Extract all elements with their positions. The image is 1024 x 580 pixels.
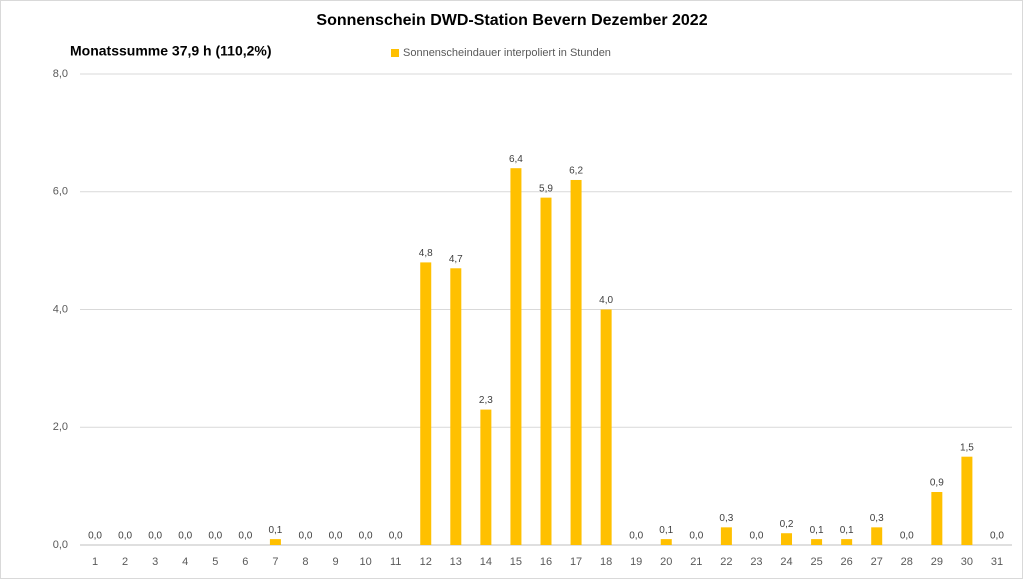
bar: [570, 179, 582, 545]
y-tick-label: 0,0: [53, 539, 68, 551]
x-tick-label: 20: [660, 556, 672, 568]
bar: [931, 492, 943, 545]
x-tick-label: 16: [540, 556, 552, 568]
data-label: 0,0: [118, 531, 132, 542]
bar: [781, 533, 793, 545]
x-tick-label: 25: [810, 556, 822, 568]
y-tick-label: 2,0: [53, 421, 68, 433]
annotation: Monatssumme 37,9 h (110,2%): [70, 43, 272, 59]
x-tick-label: 23: [750, 556, 762, 568]
y-tick-label: 8,0: [53, 68, 68, 80]
x-tick-label: 22: [720, 556, 732, 568]
data-label: 0,3: [719, 513, 733, 524]
data-label: 0,0: [178, 531, 192, 542]
bar: [480, 409, 492, 545]
data-label: 0,0: [359, 531, 373, 542]
x-tick-label: 18: [600, 556, 612, 568]
data-label: 0,0: [208, 531, 222, 542]
x-tick-label: 8: [302, 556, 308, 568]
bar: [871, 527, 883, 545]
x-tick-label: 6: [242, 556, 248, 568]
data-label: 0,0: [749, 531, 763, 542]
x-tick-label: 24: [780, 556, 792, 568]
x-tick-label: 30: [961, 556, 973, 568]
data-label: 4,0: [599, 295, 613, 306]
data-label: 6,4: [509, 154, 523, 165]
bar: [450, 268, 462, 545]
bar: [540, 197, 552, 545]
bar: [660, 539, 672, 545]
data-label: 0,9: [930, 478, 944, 489]
data-label: 1,5: [960, 442, 974, 453]
x-tick-label: 12: [420, 556, 432, 568]
data-label: 0,0: [389, 531, 403, 542]
bar: [420, 262, 432, 545]
data-label: 0,0: [990, 531, 1004, 542]
x-tick-label: 7: [272, 556, 278, 568]
data-label: 0,1: [840, 525, 854, 536]
data-label: 0,0: [329, 531, 343, 542]
bar: [961, 456, 973, 545]
bar: [510, 168, 522, 545]
data-label: 0,1: [659, 525, 673, 536]
x-tick-label: 26: [841, 556, 853, 568]
data-label: 5,9: [539, 183, 553, 194]
x-tick-label: 14: [480, 556, 492, 568]
data-label: 2,3: [479, 395, 493, 406]
data-label: 0,0: [299, 531, 313, 542]
bar: [600, 309, 612, 545]
x-tick-label: 3: [152, 556, 158, 568]
x-tick-label: 21: [690, 556, 702, 568]
data-label: 0,0: [900, 531, 914, 542]
x-tick-label: 17: [570, 556, 582, 568]
x-tick-label: 2: [122, 556, 128, 568]
data-label: 0,1: [268, 525, 282, 536]
x-tick-label: 10: [359, 556, 371, 568]
x-tick-label: 11: [390, 556, 401, 568]
data-label: 0,0: [238, 531, 252, 542]
x-tick-label: 15: [510, 556, 522, 568]
legend-swatch: [391, 49, 399, 57]
chart-title: Sonnenschein DWD-Station Bevern Dezember…: [316, 12, 707, 29]
y-tick-label: 4,0: [53, 303, 68, 315]
x-tick-label: 5: [212, 556, 218, 568]
x-tick-label: 27: [871, 556, 883, 568]
data-label: 0,3: [870, 513, 884, 524]
bar: [841, 539, 853, 545]
legend-label: Sonnenscheindauer interpoliert in Stunde…: [403, 47, 611, 59]
bar: [811, 539, 823, 545]
bar: [720, 527, 732, 545]
data-label: 4,7: [449, 254, 463, 265]
data-label: 0,0: [629, 531, 643, 542]
x-tick-label: 29: [931, 556, 943, 568]
data-label: 6,2: [569, 166, 583, 177]
data-label: 0,0: [88, 531, 102, 542]
x-tick-label: 28: [901, 556, 913, 568]
x-tick-label: 4: [182, 556, 188, 568]
x-tick-label: 19: [630, 556, 642, 568]
data-label: 0,0: [689, 531, 703, 542]
x-tick-label: 13: [450, 556, 462, 568]
bar: [269, 539, 281, 545]
data-label: 0,0: [148, 531, 162, 542]
x-tick-label: 9: [332, 556, 338, 568]
x-tick-label: 31: [991, 556, 1003, 568]
data-label: 0,2: [780, 519, 794, 530]
data-label: 4,8: [419, 248, 433, 259]
y-tick-label: 6,0: [53, 186, 68, 198]
data-label: 0,1: [810, 525, 824, 536]
x-tick-label: 1: [92, 556, 98, 568]
